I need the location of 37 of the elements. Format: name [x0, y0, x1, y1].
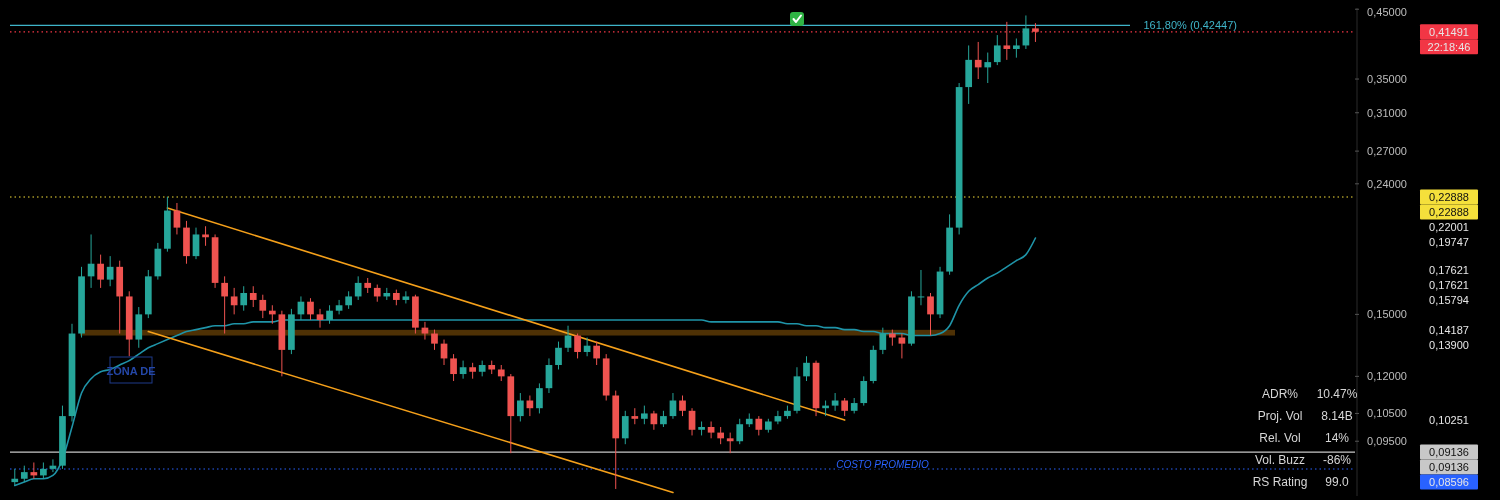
text: 0,10251: [1429, 414, 1469, 427]
y-tick-label: 0,24000: [1367, 177, 1407, 190]
annotation: ZONA DE: [106, 365, 156, 377]
annotation: 8.14B: [1321, 409, 1353, 423]
text: 0,13900: [1429, 338, 1469, 351]
text: 0,22888: [1429, 191, 1469, 203]
annotation: Rel. Vol: [1259, 431, 1301, 445]
y-tick-label: 0,09500: [1367, 435, 1407, 448]
annotation: -86%: [1322, 453, 1352, 467]
ref-line-label: COSTO PROMEDIO: [836, 459, 930, 471]
y-tick-label: 0,15000: [1367, 308, 1407, 321]
y-tick-label: 0,45000: [1367, 6, 1407, 18]
text: 0,22888: [1429, 206, 1469, 218]
text: 0,17621: [1429, 278, 1469, 291]
annotation: ADR%: [1261, 387, 1299, 401]
ref-line-label: 161,80% (0,42447): [1143, 19, 1237, 32]
annotation: Proj. Vol: [1257, 409, 1303, 423]
y-tick-label: 0,27000: [1367, 145, 1407, 158]
text: 0,08596: [1429, 476, 1469, 489]
text: 0,09136: [1429, 446, 1469, 459]
y-tick-label: 0,31000: [1367, 106, 1407, 119]
annotation: Vol. Buzz: [1254, 453, 1306, 467]
y-tick-label: 0,10500: [1367, 407, 1407, 420]
text: 0,09136: [1429, 461, 1469, 474]
text: 0,19747: [1429, 236, 1469, 248]
text: 0,14187: [1429, 323, 1469, 336]
annotation: 99.0: [1325, 475, 1349, 489]
text: 0,41491: [1429, 25, 1469, 38]
text: 22:18:46: [1427, 40, 1471, 53]
text: 0,17621: [1429, 263, 1469, 276]
y-tick-label: 0,35000: [1367, 73, 1407, 86]
annotation: RS Rating: [1252, 475, 1308, 489]
annotation: 14%: [1324, 431, 1350, 445]
annotation: 10.47%: [1316, 387, 1358, 401]
text: 0,15794: [1429, 294, 1469, 307]
text: 0,22001: [1429, 221, 1469, 233]
y-tick-label: 0,12000: [1367, 370, 1407, 383]
